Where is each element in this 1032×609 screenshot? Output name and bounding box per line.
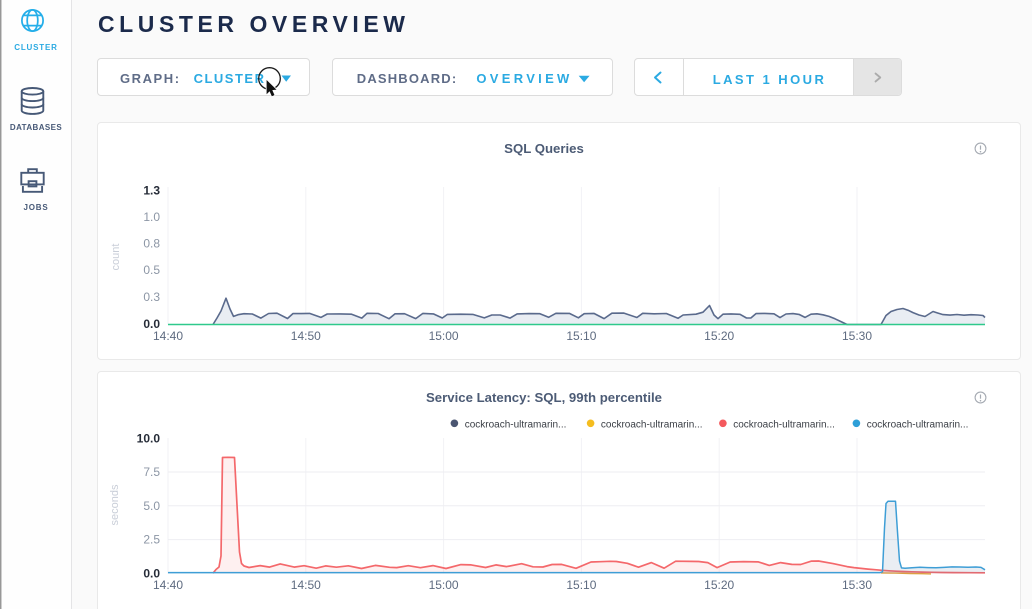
svg-text:1.3: 1.3 [143,184,160,198]
svg-text:15:10: 15:10 [566,578,596,592]
svg-text:10.0: 10.0 [137,432,161,446]
svg-text:14:50: 14:50 [291,578,321,592]
svg-text:Service Latency: SQL, 99th per: Service Latency: SQL, 99th percentile [426,390,662,405]
svg-text:seconds: seconds [109,484,121,525]
svg-text:0.0: 0.0 [143,566,160,580]
svg-text:0.3: 0.3 [143,290,160,304]
svg-text:cockroach-ultramarin...: cockroach-ultramarin... [601,419,703,430]
svg-text:0.0: 0.0 [143,317,160,331]
svg-text:7.5: 7.5 [143,465,160,479]
svg-text:14:40: 14:40 [153,578,183,592]
svg-text:5.0: 5.0 [143,499,160,513]
svg-text:15:10: 15:10 [566,329,596,343]
svg-text:14:40: 14:40 [153,329,183,343]
svg-text:15:00: 15:00 [429,329,459,343]
svg-text:15:30: 15:30 [842,329,872,343]
svg-text:15:20: 15:20 [704,329,734,343]
svg-text:14:50: 14:50 [291,329,321,343]
svg-text:15:20: 15:20 [704,578,734,592]
svg-text:15:00: 15:00 [429,578,459,592]
svg-text:0.5: 0.5 [143,263,160,277]
svg-text:cockroach-ultramarin...: cockroach-ultramarin... [733,419,835,430]
svg-text:2.5: 2.5 [143,533,160,547]
svg-text:cockroach-ultramarin...: cockroach-ultramarin... [465,419,567,430]
svg-text:cockroach-ultramarin...: cockroach-ultramarin... [867,419,969,430]
svg-text:15:30: 15:30 [842,578,872,592]
svg-text:SQL Queries: SQL Queries [504,141,584,156]
svg-text:1.0: 1.0 [143,210,160,224]
svg-text:0.8: 0.8 [143,237,160,251]
svg-text:count: count [110,244,122,271]
